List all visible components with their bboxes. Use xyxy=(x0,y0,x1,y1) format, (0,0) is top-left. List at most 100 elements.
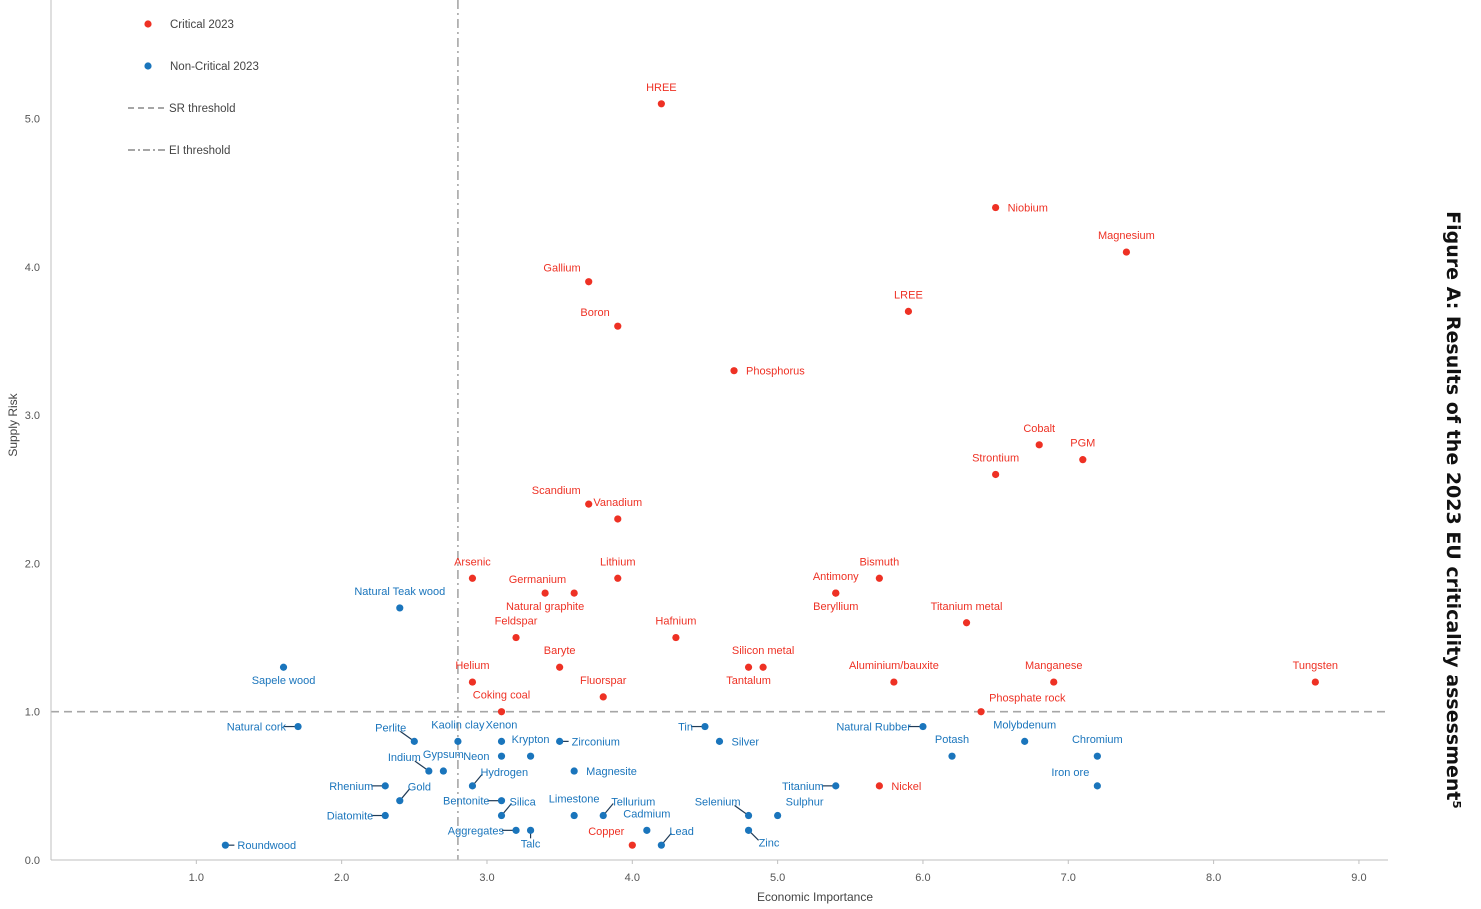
label-phosphorus: Phosphorus xyxy=(746,366,805,378)
point-kaolin-clay xyxy=(454,737,462,745)
y-tick-label: 1.0 xyxy=(25,707,40,719)
label-cobalt: Cobalt xyxy=(1023,423,1055,435)
x-tick-label: 9.0 xyxy=(1351,872,1366,884)
x-tick-label: 7.0 xyxy=(1061,872,1076,884)
label-tantalum: Tantalum xyxy=(726,675,771,687)
point-iron-ore xyxy=(1093,782,1101,790)
point-hree xyxy=(657,100,665,108)
label-iron-ore: Iron ore xyxy=(1051,767,1089,779)
label-lree: LREE xyxy=(894,289,923,301)
label-silver: Silver xyxy=(732,736,760,748)
label-magnesium: Magnesium xyxy=(1098,230,1155,242)
label-magnesite: Magnesite xyxy=(586,766,637,778)
x-tick-label: 4.0 xyxy=(625,872,640,884)
label-natural-graphite: Natural graphite xyxy=(506,601,584,613)
legend-item: SR threshold xyxy=(128,103,235,115)
point-vanadium xyxy=(614,515,622,523)
point-tellurium xyxy=(599,811,607,820)
label-pgm: PGM xyxy=(1070,438,1095,450)
label-baryte: Baryte xyxy=(544,645,576,657)
label-copper: Copper xyxy=(588,826,624,838)
label-lithium: Lithium xyxy=(600,556,635,568)
label-titanium: Titanium xyxy=(782,781,824,793)
label-scandium: Scandium xyxy=(532,485,581,497)
point-coking-coal xyxy=(497,708,506,716)
point-natural-teak-wood xyxy=(396,604,404,612)
label-silicon-metal: Silicon metal xyxy=(732,645,794,657)
point-helium xyxy=(468,678,477,686)
label-natural-teak-wood: Natural Teak wood xyxy=(354,586,445,598)
point-arsenic xyxy=(468,574,477,582)
label-coking-coal: Coking coal xyxy=(473,690,530,702)
point-cobalt xyxy=(1035,441,1043,449)
label-sapele-wood: Sapele wood xyxy=(252,675,316,687)
point-zinc xyxy=(744,826,753,834)
label-boron: Boron xyxy=(580,307,609,319)
x-tick-label: 8.0 xyxy=(1206,872,1221,884)
point-gypsum xyxy=(439,767,447,775)
data-points: HREE Niobium Magnesium Gallium LREE Boron Phos… xyxy=(221,82,1338,852)
label-phosphate-rock: Phosphate rock xyxy=(989,693,1066,705)
point-natural-rubber xyxy=(919,722,927,731)
y-tick-label: 3.0 xyxy=(25,410,40,422)
legend-item: Critical 2023 xyxy=(144,19,234,31)
point-perlite xyxy=(410,737,418,745)
point-selenium xyxy=(744,811,753,820)
point-beryllium xyxy=(832,589,840,597)
label-bismuth: Bismuth xyxy=(859,556,899,568)
point-copper xyxy=(628,841,636,849)
point-sulphur xyxy=(774,811,782,820)
point-phosphorus xyxy=(730,367,738,375)
label-indium: Indium xyxy=(388,752,421,764)
point-bismuth xyxy=(875,574,883,582)
point-gallium xyxy=(585,278,593,286)
label-strontium: Strontium xyxy=(972,452,1019,464)
point-lithium xyxy=(614,574,622,582)
point-nickel xyxy=(875,782,883,790)
label-aluminium-bauxite: Aluminium/bauxite xyxy=(849,660,939,672)
label-hree: HREE xyxy=(646,82,677,94)
point-rhenium xyxy=(381,782,389,790)
figure-title: Figure A: Results of the 2023 EU critica… xyxy=(1442,211,1464,809)
label-hydrogen: Hydrogen xyxy=(480,767,528,779)
point-strontium xyxy=(992,470,1000,479)
point-titanium xyxy=(832,782,840,790)
label-beryllium: Beryllium xyxy=(813,601,858,613)
point-magnesite xyxy=(570,767,578,775)
point-silver xyxy=(715,737,724,745)
label-lead: Lead xyxy=(669,826,693,838)
label-talc: Talc xyxy=(521,838,541,850)
label-sulphur: Sulphur xyxy=(786,797,824,809)
label-tungsten: Tungsten xyxy=(1293,660,1338,672)
label-aggregates: Aggregates xyxy=(448,825,505,837)
legend-label: Non-Critical 2023 xyxy=(170,61,259,73)
legend: Critical 2023 Non-Critical 2023 SR thresho… xyxy=(128,19,259,157)
point-baryte xyxy=(556,663,564,671)
label-molybdenum: Molybdenum xyxy=(993,719,1056,731)
label-vanadium: Vanadium xyxy=(593,497,642,509)
label-fluorspar: Fluorspar xyxy=(580,675,627,687)
x-tick-label: 1.0 xyxy=(189,872,204,884)
legend-label: SR threshold xyxy=(169,103,235,115)
label-helium: Helium xyxy=(455,660,489,672)
label-natural-cork: Natural cork xyxy=(227,722,287,734)
point-boron xyxy=(614,322,622,330)
point-fluorspar xyxy=(599,693,607,701)
x-tick-label: 3.0 xyxy=(479,872,494,884)
label-perlite: Perlite xyxy=(375,722,406,734)
tick-labels: 1.0 2.0 3.0 4.0 5.0 6.0 7.0 8.0 9.0 0.0 1.0 2.0 3.0 4… xyxy=(25,114,1367,884)
non-critical-series: Natural Teak wood Sapele wood Natural cork… xyxy=(221,586,1123,852)
x-tick-label: 5.0 xyxy=(770,872,785,884)
y-axis-title: Supply Risk xyxy=(6,392,20,456)
point-zirconium xyxy=(556,737,564,745)
point-pgm xyxy=(1079,456,1087,464)
label-chromium: Chromium xyxy=(1072,734,1123,746)
label-bentonite: Bentonite xyxy=(443,796,489,808)
point-molybdenum xyxy=(1021,737,1029,745)
label-gypsum: Gypsum xyxy=(423,749,464,761)
label-krypton: Krypton xyxy=(512,734,550,746)
y-tick-label: 0.0 xyxy=(25,855,40,867)
point-lead xyxy=(657,841,665,849)
point-titanium-metal xyxy=(962,619,971,627)
